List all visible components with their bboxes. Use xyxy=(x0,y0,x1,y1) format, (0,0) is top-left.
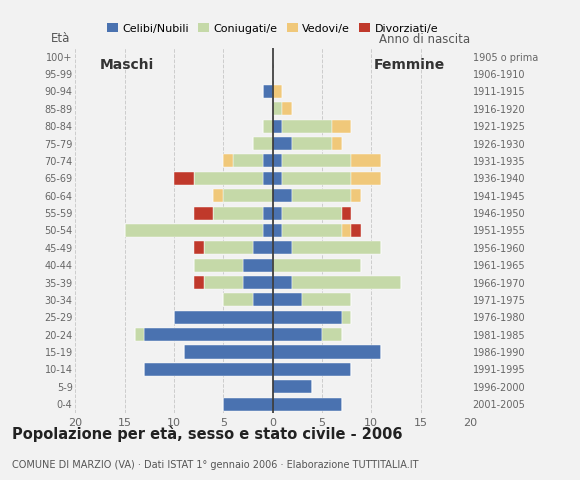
Bar xyxy=(273,346,381,359)
Bar xyxy=(213,206,263,219)
Bar xyxy=(273,155,282,168)
Bar xyxy=(273,311,342,324)
Bar xyxy=(263,85,273,98)
Bar xyxy=(223,397,273,410)
Bar xyxy=(282,172,351,185)
Bar xyxy=(243,276,273,289)
Bar xyxy=(342,206,351,219)
Bar xyxy=(342,311,351,324)
Bar xyxy=(194,206,213,219)
Bar xyxy=(273,380,312,393)
Bar xyxy=(243,259,273,272)
Bar xyxy=(253,241,273,254)
Bar xyxy=(292,276,401,289)
Bar xyxy=(332,137,342,150)
Bar xyxy=(263,206,273,219)
Bar xyxy=(292,189,351,202)
Bar xyxy=(135,328,144,341)
Bar xyxy=(273,293,302,306)
Bar xyxy=(351,172,381,185)
Bar xyxy=(263,224,273,237)
Bar xyxy=(273,206,282,219)
Bar xyxy=(282,206,342,219)
Bar xyxy=(273,102,282,115)
Bar xyxy=(233,155,263,168)
Text: Maschi: Maschi xyxy=(100,59,154,72)
Bar xyxy=(273,189,292,202)
Bar xyxy=(184,346,273,359)
Bar xyxy=(273,137,292,150)
Bar xyxy=(282,155,351,168)
Bar xyxy=(125,224,263,237)
Bar xyxy=(194,276,204,289)
Bar xyxy=(194,259,243,272)
Bar xyxy=(273,241,292,254)
Bar xyxy=(292,241,381,254)
Bar xyxy=(263,172,273,185)
Bar xyxy=(194,241,204,254)
Bar xyxy=(351,155,381,168)
Legend: Celibi/Nubili, Coniugati/e, Vedovi/e, Divorziati/e: Celibi/Nubili, Coniugati/e, Vedovi/e, Di… xyxy=(103,19,443,38)
Text: Anno di nascita: Anno di nascita xyxy=(379,33,470,46)
Bar xyxy=(263,120,273,132)
Bar xyxy=(263,155,273,168)
Bar xyxy=(174,311,273,324)
Bar xyxy=(144,328,273,341)
Bar xyxy=(223,155,233,168)
Bar xyxy=(273,259,361,272)
Bar xyxy=(273,276,292,289)
Bar xyxy=(223,189,273,202)
Bar xyxy=(282,224,342,237)
Bar xyxy=(351,189,361,202)
Bar xyxy=(273,172,282,185)
Bar xyxy=(213,189,223,202)
Bar xyxy=(282,120,332,132)
Bar xyxy=(322,328,342,341)
Bar xyxy=(174,172,194,185)
Bar xyxy=(282,102,292,115)
Bar xyxy=(144,363,273,376)
Bar xyxy=(223,293,253,306)
Bar xyxy=(273,224,282,237)
Bar xyxy=(273,363,351,376)
Bar xyxy=(273,120,282,132)
Bar xyxy=(253,293,273,306)
Bar xyxy=(273,328,322,341)
Bar xyxy=(273,85,282,98)
Bar xyxy=(292,137,332,150)
Bar xyxy=(273,397,342,410)
Text: Età: Età xyxy=(51,32,70,45)
Bar xyxy=(194,172,263,185)
Bar xyxy=(302,293,351,306)
Bar xyxy=(351,224,361,237)
Text: Femmine: Femmine xyxy=(374,59,445,72)
Bar xyxy=(332,120,351,132)
Bar xyxy=(204,241,253,254)
Bar xyxy=(342,224,351,237)
Text: COMUNE DI MARZIO (VA) · Dati ISTAT 1° gennaio 2006 · Elaborazione TUTTITALIA.IT: COMUNE DI MARZIO (VA) · Dati ISTAT 1° ge… xyxy=(12,460,418,470)
Bar xyxy=(253,137,273,150)
Bar xyxy=(204,276,243,289)
Text: Popolazione per età, sesso e stato civile - 2006: Popolazione per età, sesso e stato civil… xyxy=(12,426,402,442)
